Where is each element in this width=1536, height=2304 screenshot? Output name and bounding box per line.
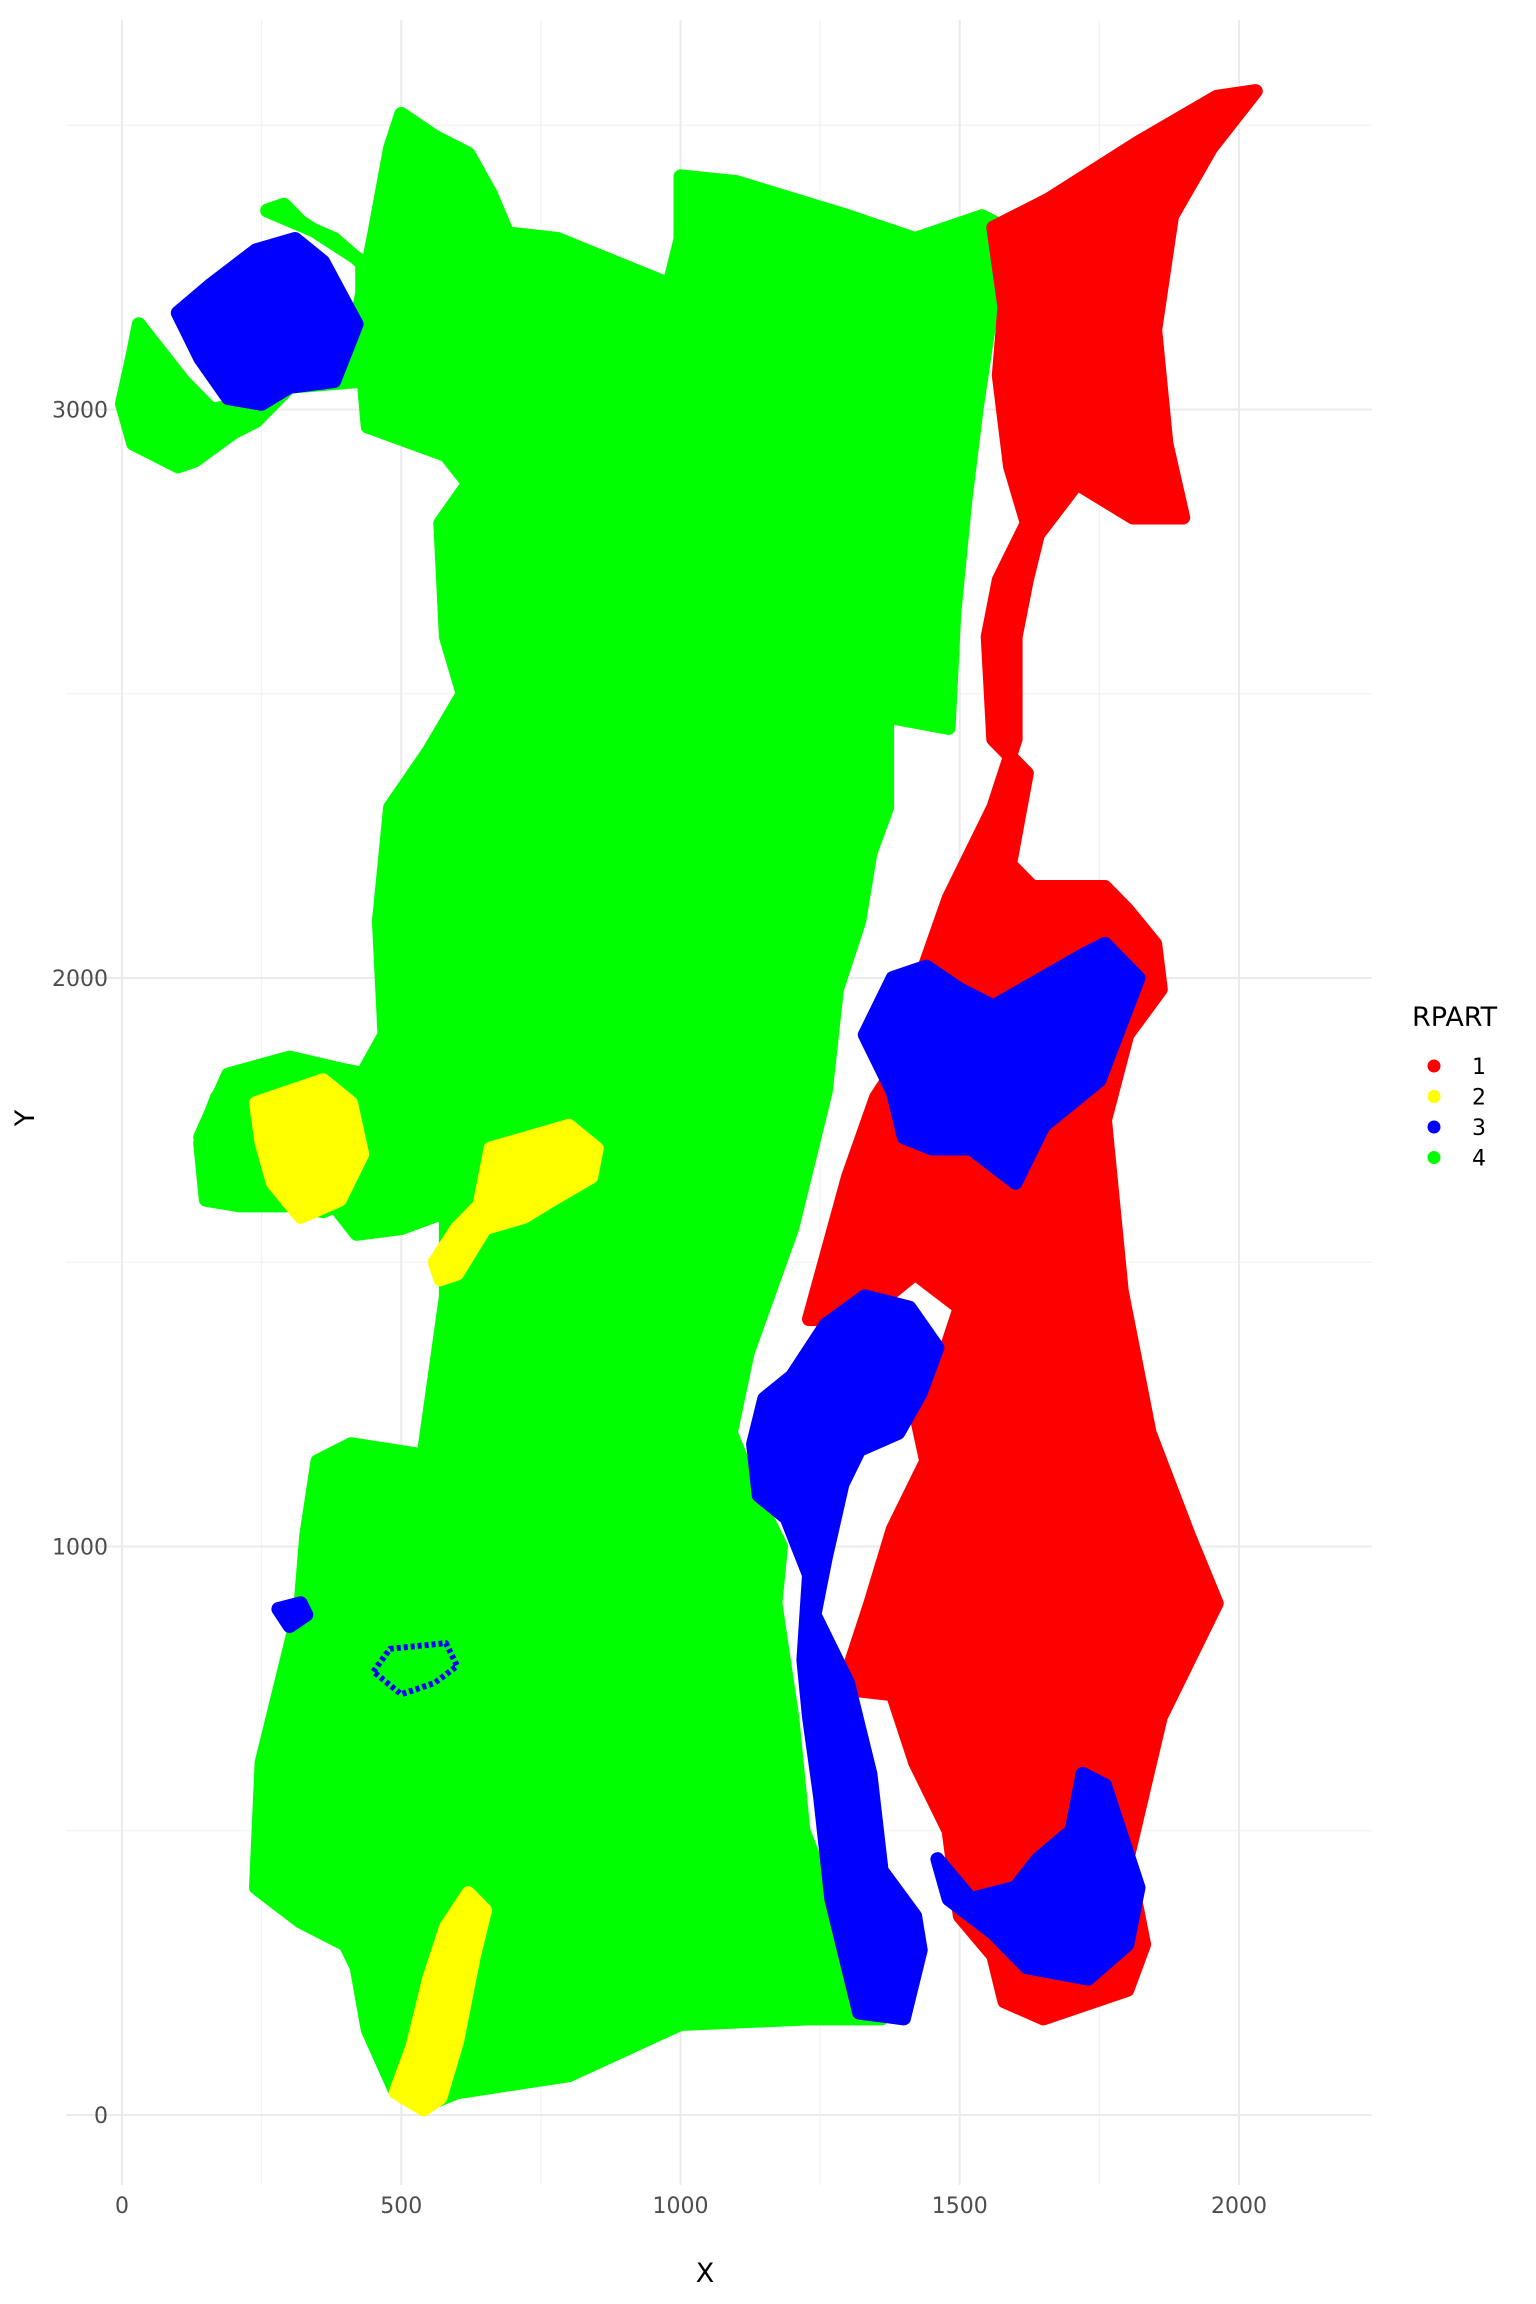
class-4-region-main-body bbox=[115, 106, 1012, 2111]
x-tick-label: 500 bbox=[380, 2194, 422, 2219]
class-3-region-mid-east bbox=[857, 936, 1146, 1190]
legend-label-4: 4 bbox=[1472, 1147, 1486, 1172]
x-axis-ticks: 0 500 1000 1500 2000 bbox=[115, 2194, 1267, 2219]
y-axis-title: Y bbox=[10, 1109, 41, 1127]
class-3-region-northwest bbox=[170, 232, 364, 411]
class-3-region-southeast bbox=[930, 1766, 1146, 1986]
legend-label-3: 3 bbox=[1472, 1116, 1486, 1141]
legend-label-2: 2 bbox=[1472, 1086, 1486, 1111]
class-3-region-patch-speckle bbox=[370, 1640, 461, 1698]
y-tick-label: 2000 bbox=[52, 967, 108, 992]
y-tick-label: 1000 bbox=[52, 1536, 108, 1561]
class-3-region-small-west bbox=[271, 1596, 314, 1634]
x-tick-label: 1000 bbox=[653, 2194, 709, 2219]
class-2-region-west-patch bbox=[249, 1073, 370, 1224]
legend-title: RPART bbox=[1412, 1002, 1498, 1033]
x-tick-label: 1500 bbox=[932, 2194, 988, 2219]
legend-key-1 bbox=[1427, 1059, 1441, 1073]
class-2-region-center-patch bbox=[427, 1118, 604, 1287]
class-2-region-south-strip bbox=[388, 1886, 492, 2117]
y-axis-ticks: 0 1000 2000 3000 bbox=[52, 399, 108, 2130]
y-tick-label: 0 bbox=[94, 2104, 108, 2129]
x-axis-title: X bbox=[696, 2258, 715, 2289]
classified-regions bbox=[115, 84, 1263, 2117]
legend: RPART 1 2 3 4 bbox=[1412, 1002, 1498, 1172]
x-tick-label: 2000 bbox=[1211, 2194, 1267, 2219]
legend-key-4 bbox=[1427, 1151, 1441, 1164]
legend-key-3 bbox=[1427, 1120, 1441, 1134]
legend-entries: 1 2 3 4 bbox=[1427, 1055, 1486, 1172]
class-3-region-central-east bbox=[746, 1289, 945, 2026]
legend-key-2 bbox=[1427, 1090, 1441, 1103]
y-tick-label: 3000 bbox=[52, 399, 108, 424]
legend-label-1: 1 bbox=[1472, 1055, 1486, 1080]
x-tick-label: 0 bbox=[115, 2194, 129, 2219]
